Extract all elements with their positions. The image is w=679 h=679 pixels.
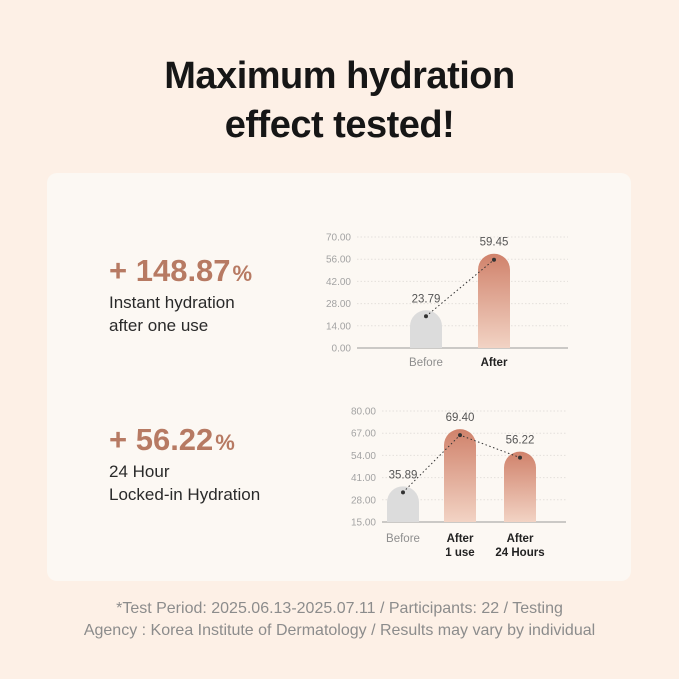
stat-caption-line-2: Locked-in Hydration: [109, 485, 261, 504]
stat-number: + 148.87: [109, 253, 231, 288]
data-label: 35.89: [389, 469, 418, 481]
stat-value: + 56.22%: [109, 423, 260, 460]
y-tick-label: 0.00: [332, 344, 352, 355]
bar: [444, 429, 476, 522]
title-line-1: Maximum hydration: [164, 55, 515, 97]
x-category-label: 24 Hours: [495, 547, 544, 559]
data-label: 23.79: [412, 293, 441, 305]
bar: [478, 253, 510, 348]
trend-point: [401, 490, 405, 495]
y-tick-label: 67.00: [351, 429, 376, 440]
data-label: 69.40: [446, 412, 475, 424]
trend-point: [518, 455, 522, 460]
x-category-label: After: [447, 533, 474, 545]
y-tick-label: 70.00: [326, 233, 351, 244]
y-tick-label: 28.00: [351, 495, 376, 506]
data-label: 59.45: [480, 237, 509, 249]
y-tick-label: 42.00: [326, 277, 351, 288]
y-tick-label: 41.00: [351, 473, 376, 484]
trend-point: [424, 314, 428, 319]
stat-caption-line-1: Instant hydration: [109, 293, 235, 312]
y-tick-label: 14.00: [326, 321, 351, 332]
x-category-label: After: [507, 533, 534, 545]
y-tick-label: 28.00: [326, 299, 351, 310]
bar: [504, 451, 536, 522]
y-tick-label: 56.00: [326, 255, 351, 266]
y-tick-label: 80.00: [351, 407, 376, 418]
trend-point: [492, 257, 496, 262]
x-category-label: Before: [386, 533, 420, 545]
x-category-label: After: [481, 357, 508, 369]
bar: [410, 310, 442, 348]
x-category-label: 1 use: [445, 547, 474, 559]
disclaimer-line-1: *Test Period: 2025.06.13-2025.07.11 / Pa…: [116, 600, 563, 617]
stat-unit: %: [232, 261, 253, 286]
disclaimer-line-2: Agency : Korea Institute of Dermatology …: [83, 622, 596, 639]
x-category-label: Before: [409, 357, 443, 369]
bar: [387, 486, 419, 522]
disclaimer: *Test Period: 2025.06.13-2025.07.11 / Pa…: [0, 598, 679, 642]
y-tick-label: 15.00: [351, 518, 376, 529]
stat-value: + 148.87%: [109, 254, 252, 291]
stat-24h: + 56.22% 24 Hour Locked-in Hydration: [109, 423, 260, 506]
data-label: 56.22: [506, 435, 535, 447]
stat-unit: %: [215, 430, 235, 455]
stat-number: + 56.22: [109, 422, 214, 457]
stat-caption-line-1: 24 Hour: [109, 462, 170, 481]
trend-point: [458, 433, 462, 438]
title-line-2: effect tested!: [224, 104, 455, 146]
page-title: Maximum hydration effect tested!: [0, 52, 679, 150]
stat-caption-line-2: after one use: [109, 316, 209, 335]
y-tick-label: 54.00: [351, 451, 376, 462]
trend-line: [425, 259, 495, 317]
stat-instant: + 148.87% Instant hydration after one us…: [109, 254, 252, 337]
